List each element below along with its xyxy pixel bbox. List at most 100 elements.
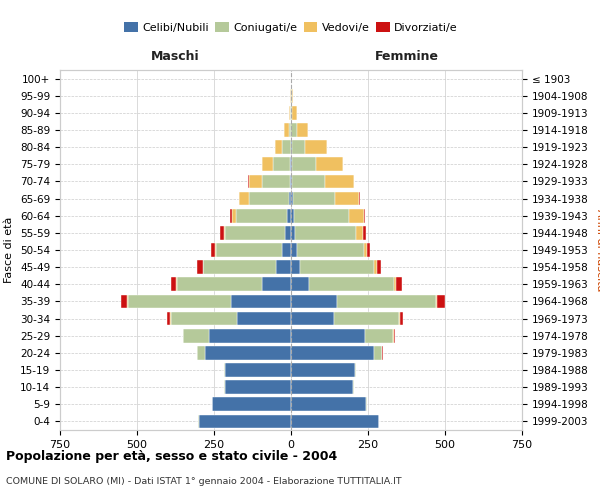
Bar: [225, 363, 291, 377]
Text: Popolazione per età, sesso e stato civile - 2004: Popolazione per età, sesso e stato civil…: [6, 450, 337, 463]
Bar: [283, 243, 291, 257]
Bar: [294, 209, 349, 222]
Bar: [286, 226, 291, 239]
Bar: [183, 329, 209, 342]
Bar: [291, 243, 296, 257]
Bar: [394, 329, 395, 342]
Bar: [262, 158, 272, 171]
Bar: [262, 278, 291, 291]
Bar: [354, 174, 355, 188]
Bar: [239, 192, 249, 205]
Bar: [374, 260, 377, 274]
Bar: [275, 260, 291, 274]
Bar: [291, 174, 292, 188]
Bar: [248, 174, 249, 188]
Bar: [283, 140, 291, 154]
Bar: [290, 174, 291, 188]
Bar: [289, 192, 291, 205]
Bar: [176, 278, 177, 291]
Bar: [231, 294, 291, 308]
Bar: [364, 243, 367, 257]
Bar: [355, 363, 356, 377]
Bar: [212, 398, 291, 411]
Bar: [291, 158, 292, 171]
Bar: [215, 243, 216, 257]
Bar: [291, 123, 296, 137]
Bar: [205, 346, 291, 360]
Bar: [291, 398, 367, 411]
Bar: [291, 346, 374, 360]
Bar: [359, 192, 360, 205]
Text: Femmine: Femmine: [374, 50, 439, 63]
Bar: [128, 294, 231, 308]
Bar: [363, 226, 365, 239]
Bar: [171, 312, 237, 326]
Bar: [216, 243, 283, 257]
Bar: [171, 278, 176, 291]
Bar: [230, 209, 232, 222]
Bar: [199, 414, 291, 428]
Bar: [291, 329, 365, 342]
Bar: [291, 209, 294, 222]
Bar: [290, 158, 291, 171]
Bar: [291, 294, 337, 308]
Bar: [232, 209, 236, 222]
Bar: [292, 89, 293, 102]
Bar: [226, 226, 286, 239]
Bar: [292, 158, 316, 171]
Bar: [225, 380, 291, 394]
Bar: [393, 329, 394, 342]
Bar: [262, 174, 290, 188]
Bar: [364, 209, 365, 222]
Bar: [337, 294, 436, 308]
Bar: [296, 243, 364, 257]
Bar: [249, 192, 289, 205]
Bar: [197, 346, 205, 360]
Bar: [296, 123, 308, 137]
Bar: [224, 380, 225, 394]
Bar: [292, 174, 325, 188]
Bar: [356, 226, 363, 239]
Bar: [203, 260, 275, 274]
Bar: [367, 243, 370, 257]
Bar: [167, 312, 170, 326]
Bar: [291, 380, 353, 394]
Bar: [291, 226, 295, 239]
Bar: [436, 294, 437, 308]
Bar: [316, 158, 343, 171]
Bar: [177, 278, 262, 291]
Bar: [287, 209, 291, 222]
Bar: [127, 294, 128, 308]
Bar: [353, 380, 354, 394]
Bar: [399, 312, 400, 326]
Bar: [290, 106, 291, 120]
Bar: [291, 363, 355, 377]
Bar: [299, 260, 374, 274]
Bar: [237, 312, 291, 326]
Bar: [209, 329, 291, 342]
Bar: [334, 312, 399, 326]
Text: Maschi: Maschi: [151, 50, 200, 63]
Bar: [291, 89, 292, 102]
Bar: [394, 278, 396, 291]
Y-axis label: Anni di nascita: Anni di nascita: [595, 209, 600, 291]
Bar: [382, 346, 383, 360]
Bar: [291, 106, 292, 120]
Bar: [291, 192, 293, 205]
Bar: [211, 243, 215, 257]
Bar: [291, 414, 379, 428]
Bar: [197, 260, 203, 274]
Bar: [335, 192, 359, 205]
Bar: [293, 192, 335, 205]
Bar: [272, 158, 290, 171]
Bar: [224, 226, 226, 239]
Bar: [121, 294, 127, 308]
Bar: [236, 209, 287, 222]
Bar: [377, 260, 381, 274]
Bar: [198, 414, 199, 428]
Bar: [349, 209, 364, 222]
Bar: [249, 174, 262, 188]
Bar: [170, 312, 171, 326]
Bar: [396, 278, 401, 291]
Bar: [292, 140, 305, 154]
